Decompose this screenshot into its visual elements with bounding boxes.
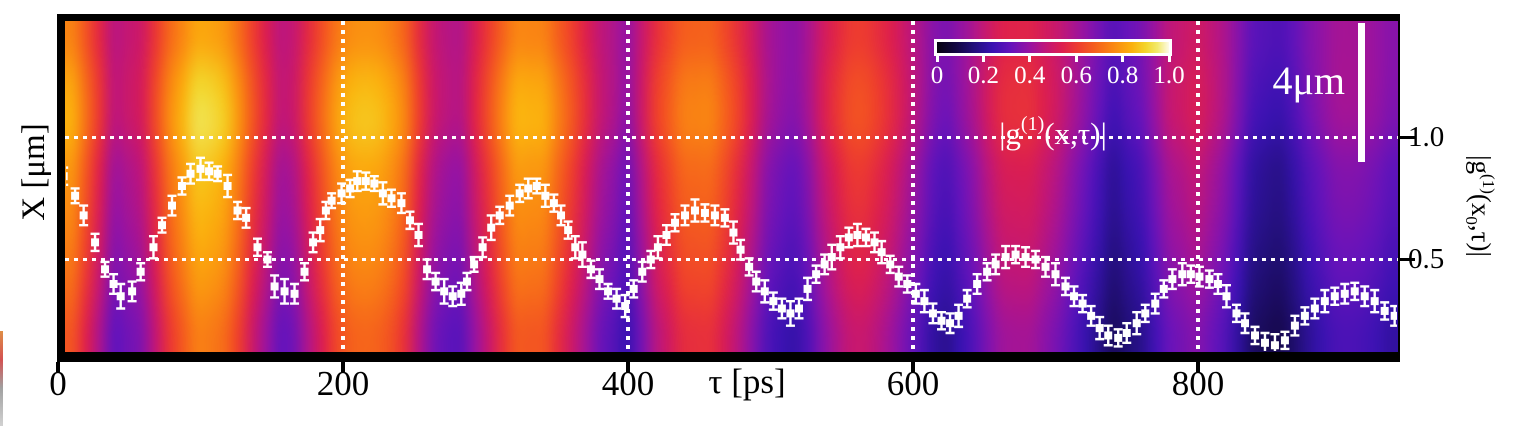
colorbar-tick-label: 0.8 <box>1106 62 1139 89</box>
x-axis-tick-0 <box>56 362 60 372</box>
colorbar-title-superscript: (1) <box>1020 113 1045 135</box>
right-label-superscript: (1) <box>1479 174 1498 194</box>
x-axis-tick-400 <box>626 362 630 372</box>
colorbar-tick <box>981 53 985 62</box>
colorbar-tick-label: 0.4 <box>1014 62 1046 89</box>
scale-bar-label: 4μm <box>1272 58 1345 103</box>
colorbar-tick <box>1028 53 1032 62</box>
gridline-vertical-600ps <box>911 21 915 352</box>
x-axis-title: τ [ps] <box>708 362 786 401</box>
colorbar-tick <box>1074 53 1078 62</box>
right-axis-tick <box>1400 136 1415 139</box>
colorbar-tick <box>935 53 939 62</box>
gridline-vertical-800ps <box>1196 21 1200 352</box>
colorbar-tick-label: 0.2 <box>967 62 1000 89</box>
right-axis-tick-label: 0.5 <box>1408 243 1445 275</box>
y-axis-label-right: |g(1)(x0,τ)| <box>1462 155 1498 257</box>
x-tick-label: 800 <box>1171 364 1225 403</box>
x-axis-tick-200 <box>341 362 345 372</box>
colorbar-tick-label: 1.0 <box>1153 62 1185 89</box>
gridline-horizontal-1 <box>65 135 1398 139</box>
colorbar-tick <box>1167 53 1171 62</box>
colorbar-tick-label: 0.6 <box>1060 62 1092 89</box>
scale-bar <box>1358 23 1365 162</box>
x-tick-label: 200 <box>316 364 370 403</box>
right-label-subscript: 0 <box>1462 216 1481 225</box>
right-axis-tick-label: 1.0 <box>1408 121 1445 153</box>
colorbar-tick-label: 0 <box>930 62 944 89</box>
y-axis-label-left-text: X [μm] <box>16 123 52 221</box>
x-axis-tick-600 <box>911 362 915 372</box>
x-tick-label: 0 <box>49 364 67 403</box>
heatmap-plot-area: 0 0.2 0.4 0.6 0.8 1.0 |g(1)(x,τ)| 4μm <box>57 14 1400 362</box>
y-axis-label-left: X [μm] <box>16 92 56 252</box>
gridline-vertical-400ps <box>626 21 630 352</box>
x-tick-label: 600 <box>886 364 940 403</box>
x-tick-label: 400 <box>601 364 655 403</box>
heatmap-inner: 0 0.2 0.4 0.6 0.8 1.0 |g(1)(x,τ)| 4μm <box>65 21 1398 352</box>
gridline-horizontal-0.5 <box>65 258 1398 261</box>
colorbar-title: |g(1)(x,τ)| <box>999 113 1107 151</box>
gridline-vertical-200ps <box>341 21 345 352</box>
x-axis-tick-800 <box>1196 362 1200 372</box>
adjacent-panel-sliver <box>0 331 3 426</box>
colorbar-gradient <box>934 39 1172 56</box>
right-axis-tick <box>1400 258 1415 261</box>
colorbar-tick <box>1121 53 1125 62</box>
